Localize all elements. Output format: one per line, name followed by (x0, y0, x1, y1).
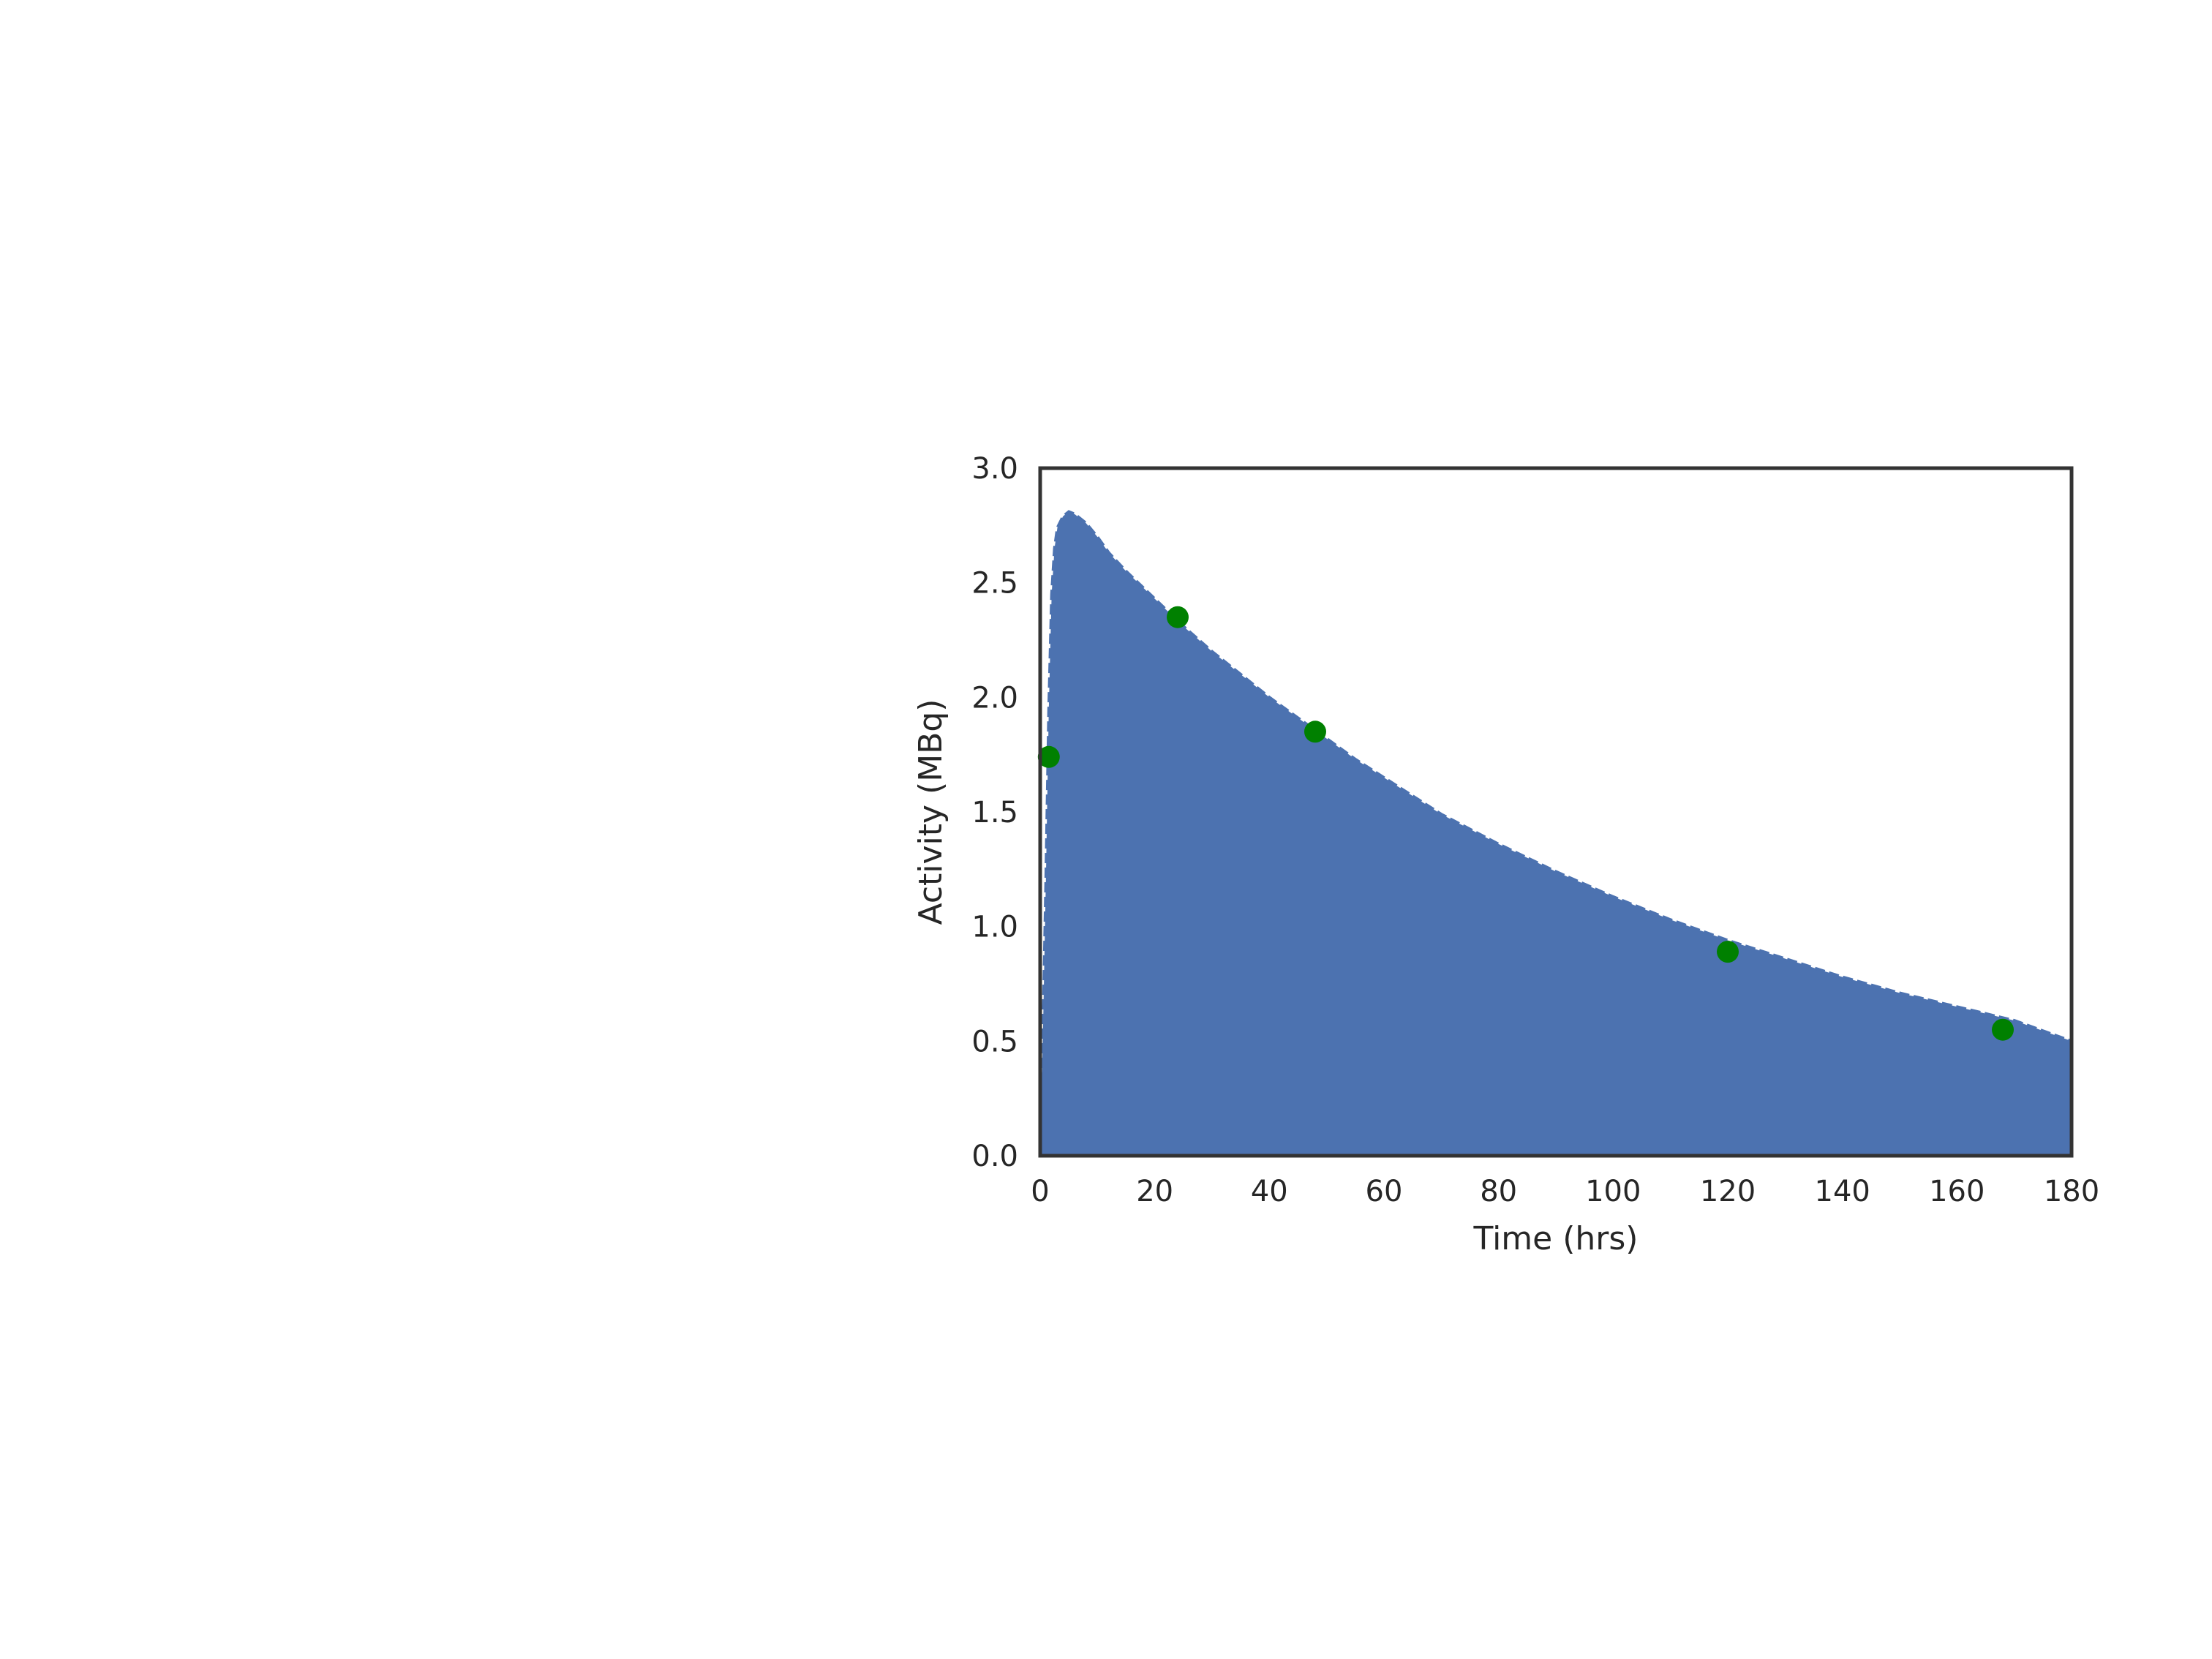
x-axis-label: Time (hrs) (1473, 1220, 1639, 1257)
x-tick-label: 0 (1031, 1175, 1049, 1208)
plot-frame (1038, 466, 2074, 1158)
scatter-point (1167, 606, 1189, 628)
y-axis-label: Activity (MBq) (912, 699, 949, 925)
x-tick-label: 20 (1136, 1175, 1173, 1208)
x-tick-label: 60 (1366, 1175, 1403, 1208)
scatter-point (1717, 941, 1739, 963)
x-tick-label: 140 (1815, 1175, 1870, 1208)
scatter-point (1304, 721, 1326, 743)
x-tick-label: 40 (1251, 1175, 1288, 1208)
y-tick-label: 1.0 (971, 911, 1018, 944)
scatter-point (1992, 1018, 2014, 1041)
area-series (1038, 510, 2073, 1157)
x-tick-label: 120 (1700, 1175, 1756, 1208)
y-tick-label: 1.5 (971, 796, 1018, 830)
x-tick-label: 100 (1585, 1175, 1641, 1208)
y-tick-label: 0.5 (971, 1025, 1018, 1058)
plot-area (1037, 510, 2073, 1157)
x-tick-label: 80 (1480, 1175, 1517, 1208)
y-axis: 0.0 0.5 1.0 1.5 2.0 2.5 3.0 (971, 452, 1018, 1173)
x-tick-label: 160 (1929, 1175, 1985, 1208)
scatter-point (1037, 745, 1060, 768)
y-tick-label: 2.0 (971, 681, 1018, 715)
x-axis: 0 20 40 60 80 100 120 140 160 180 (1031, 1175, 2099, 1208)
y-tick-label: 0.0 (971, 1140, 1018, 1173)
y-tick-label: 3.0 (971, 452, 1018, 486)
x-tick-label: 180 (2044, 1175, 2099, 1208)
y-tick-label: 2.5 (971, 567, 1018, 601)
